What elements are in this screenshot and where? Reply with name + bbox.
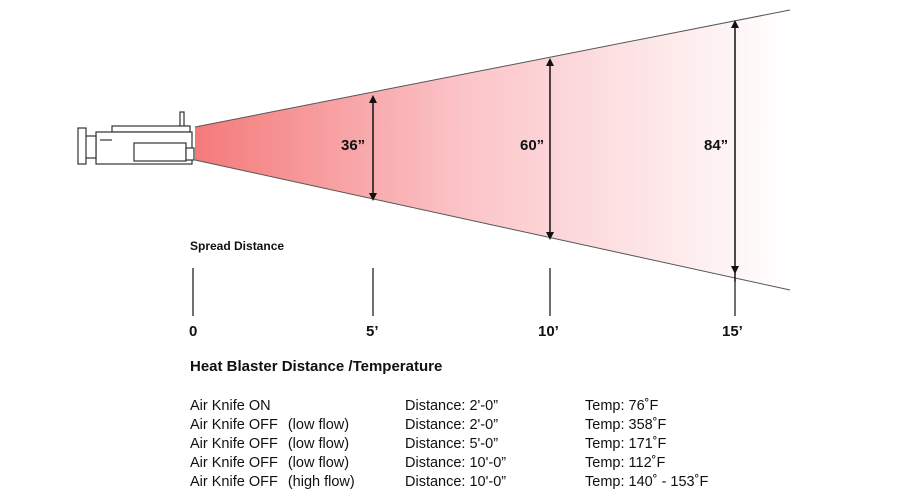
row-2-mode: Air Knife OFF (low flow) xyxy=(190,417,350,433)
row-3-distance: Distance: 5'-0” xyxy=(405,436,499,452)
dimension-label-60: 60” xyxy=(520,137,545,154)
row-5-distance: Distance: 10'-0” xyxy=(405,474,507,490)
scale-label-10: 10’ xyxy=(538,323,559,340)
heater-device xyxy=(77,111,195,165)
cone-top-edge xyxy=(194,9,791,128)
row-5-mode: Air Knife OFF (high flow) xyxy=(190,474,355,490)
row-4-temp: Temp: 112˚F xyxy=(585,455,666,471)
row-3-temp: Temp: 171˚F xyxy=(585,436,667,452)
row-4-distance: Distance: 10'-0” xyxy=(405,455,507,471)
section-title: Heat Blaster Distance /Temperature xyxy=(190,358,443,375)
row-5-temp: Temp: 140˚ - 153˚F xyxy=(585,474,709,490)
row-4-mode: Air Knife OFF (low flow) xyxy=(190,455,350,471)
dimension-label-36: 36” xyxy=(341,137,366,154)
scale-label-0: 0 xyxy=(189,323,198,340)
scale-label-15: 15’ xyxy=(722,323,743,340)
cone-bottom-edge xyxy=(194,159,791,291)
row-2-distance: Distance: 2'-0” xyxy=(405,417,499,433)
row-3-mode: Air Knife OFF (low flow) xyxy=(190,436,350,452)
dimension-label-84: 84” xyxy=(704,137,729,154)
row-1-temp: Temp: 76˚F xyxy=(585,398,659,414)
spread-distance-label: Spread Distance xyxy=(190,239,285,253)
row-1-mode: Air Knife ON xyxy=(190,398,271,414)
row-1-distance: Distance: 2'-0” xyxy=(405,398,499,414)
heat-cone xyxy=(195,10,790,290)
scale-label-5: 5’ xyxy=(366,323,379,340)
row-2-temp: Temp: 358˚F xyxy=(585,417,667,433)
